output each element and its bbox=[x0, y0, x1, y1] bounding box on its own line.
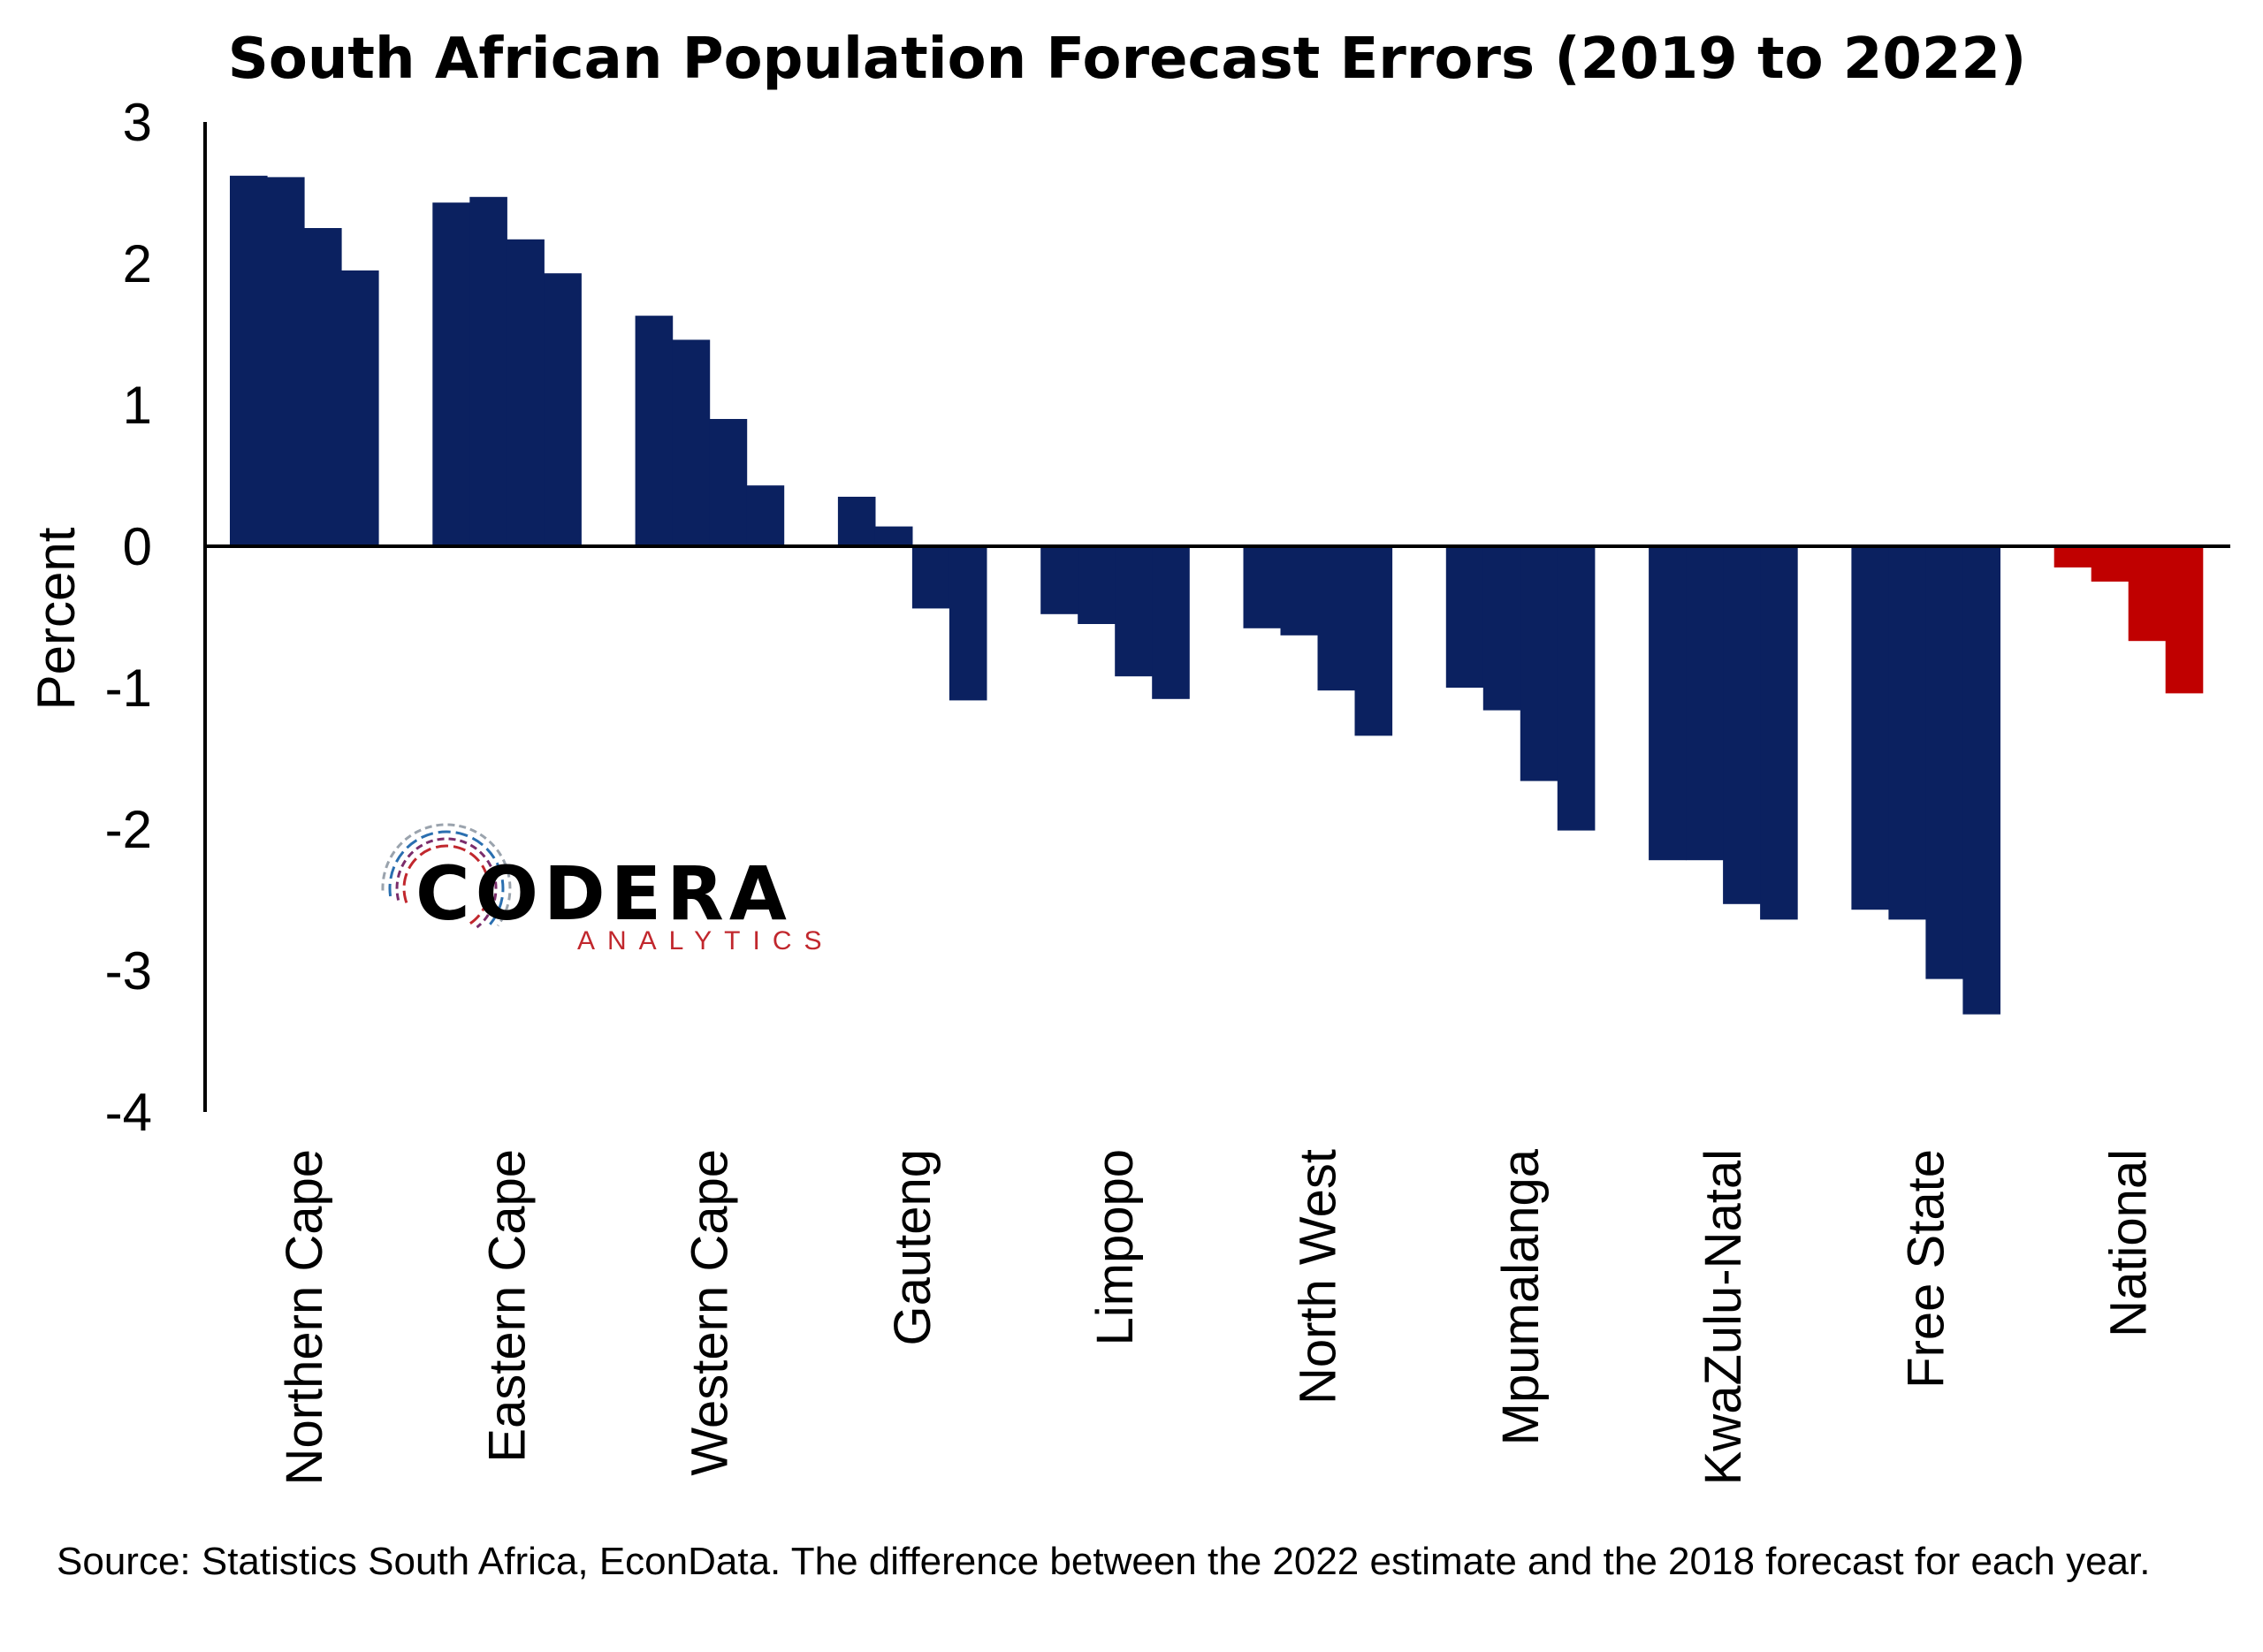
source-note: Source: Statistics South Africa, EconDat… bbox=[57, 1540, 2151, 1583]
bar-group bbox=[837, 497, 987, 701]
bar-group bbox=[1851, 546, 2000, 1015]
logo-arc bbox=[402, 844, 491, 926]
bar bbox=[469, 196, 507, 547]
x-tick-label: Free State bbox=[1897, 1149, 1954, 1389]
x-tick-label: Eastern Cape bbox=[478, 1149, 536, 1463]
bar bbox=[1040, 546, 1078, 614]
bar bbox=[1851, 546, 1889, 910]
x-category-labels: Northern Cape Eastern Cape Western Cape Gau… bbox=[276, 1148, 2158, 1485]
y-tick-label: -3 bbox=[105, 941, 152, 1001]
bar bbox=[709, 419, 748, 546]
bar bbox=[837, 497, 876, 546]
bar bbox=[1520, 546, 1558, 781]
bar bbox=[1445, 546, 1484, 688]
bar bbox=[304, 228, 342, 546]
bar bbox=[1557, 546, 1596, 831]
x-tick-label: Gauteng bbox=[884, 1149, 941, 1346]
bar bbox=[746, 485, 785, 546]
bar bbox=[1152, 546, 1190, 699]
x-tick-label: KwaZulu-Natal bbox=[1695, 1149, 1752, 1485]
bar-group bbox=[1040, 546, 1190, 699]
bar-group bbox=[432, 196, 582, 547]
bar bbox=[1888, 546, 1926, 920]
logo-tagline: ANALYTICS bbox=[577, 926, 834, 955]
bar-group bbox=[1445, 546, 1596, 831]
bar bbox=[432, 202, 470, 546]
bar bbox=[1317, 546, 1356, 691]
bar bbox=[911, 546, 950, 609]
bar-group bbox=[230, 175, 379, 547]
bar bbox=[1078, 546, 1116, 624]
bar bbox=[1723, 546, 1761, 904]
bar bbox=[341, 270, 379, 546]
bar bbox=[949, 546, 987, 701]
bar bbox=[1686, 546, 1724, 861]
bar bbox=[635, 316, 674, 546]
bar bbox=[1962, 546, 2000, 1015]
bar bbox=[1354, 546, 1393, 736]
y-tick-label: -2 bbox=[105, 800, 152, 859]
logo-arc bbox=[381, 823, 512, 927]
y-tick-label: -4 bbox=[105, 1083, 152, 1142]
bar bbox=[230, 175, 268, 547]
bars-layer bbox=[230, 175, 2204, 1015]
axes-layer bbox=[203, 122, 2230, 1112]
bar bbox=[672, 339, 711, 546]
y-tick-label: 0 bbox=[123, 517, 152, 576]
logo-arc bbox=[388, 830, 505, 929]
x-tick-label: Limpopo bbox=[1086, 1149, 1144, 1345]
codera-analytics-logo: CODERA ANALYTICS bbox=[381, 823, 834, 955]
bar-group bbox=[635, 316, 785, 546]
bar bbox=[1482, 546, 1521, 711]
x-tick-label: Northern Cape bbox=[276, 1149, 333, 1485]
bar bbox=[1760, 546, 1798, 920]
bar-group bbox=[1243, 546, 1393, 736]
logo-arcs-icon bbox=[381, 823, 512, 929]
bar bbox=[2165, 546, 2204, 694]
bar bbox=[267, 177, 305, 546]
y-tick-label: 2 bbox=[123, 234, 152, 293]
y-tick-label: 3 bbox=[123, 93, 152, 152]
chart-title: South African Population Forecast Errors… bbox=[228, 27, 2026, 92]
bar bbox=[507, 239, 545, 546]
logo-arc bbox=[395, 837, 498, 929]
bar bbox=[874, 526, 913, 546]
y-tick-label: -1 bbox=[105, 659, 152, 718]
bar bbox=[1649, 546, 1687, 861]
x-tick-label: National bbox=[2100, 1149, 2158, 1337]
logo-wordmark: CODERA bbox=[415, 850, 792, 937]
bar-group bbox=[1649, 546, 1798, 920]
x-tick-label: Western Cape bbox=[682, 1149, 739, 1476]
bar bbox=[1243, 546, 1282, 628]
bar bbox=[1115, 546, 1153, 677]
bar bbox=[2053, 546, 2092, 567]
bar bbox=[1280, 546, 1319, 636]
y-tick-label: 1 bbox=[123, 376, 152, 435]
bar-group bbox=[2053, 546, 2204, 694]
bar bbox=[544, 273, 582, 546]
y-axis-title: Percent bbox=[27, 527, 86, 710]
x-tick-label: Mpumalanga bbox=[1492, 1148, 1550, 1445]
x-tick-label: North West bbox=[1290, 1149, 1347, 1405]
bar bbox=[2091, 546, 2130, 582]
bar bbox=[1925, 546, 1963, 979]
bar bbox=[2128, 546, 2167, 642]
y-tick-labels: 3 2 1 0 -1 -2 -3 -4 bbox=[105, 93, 152, 1142]
